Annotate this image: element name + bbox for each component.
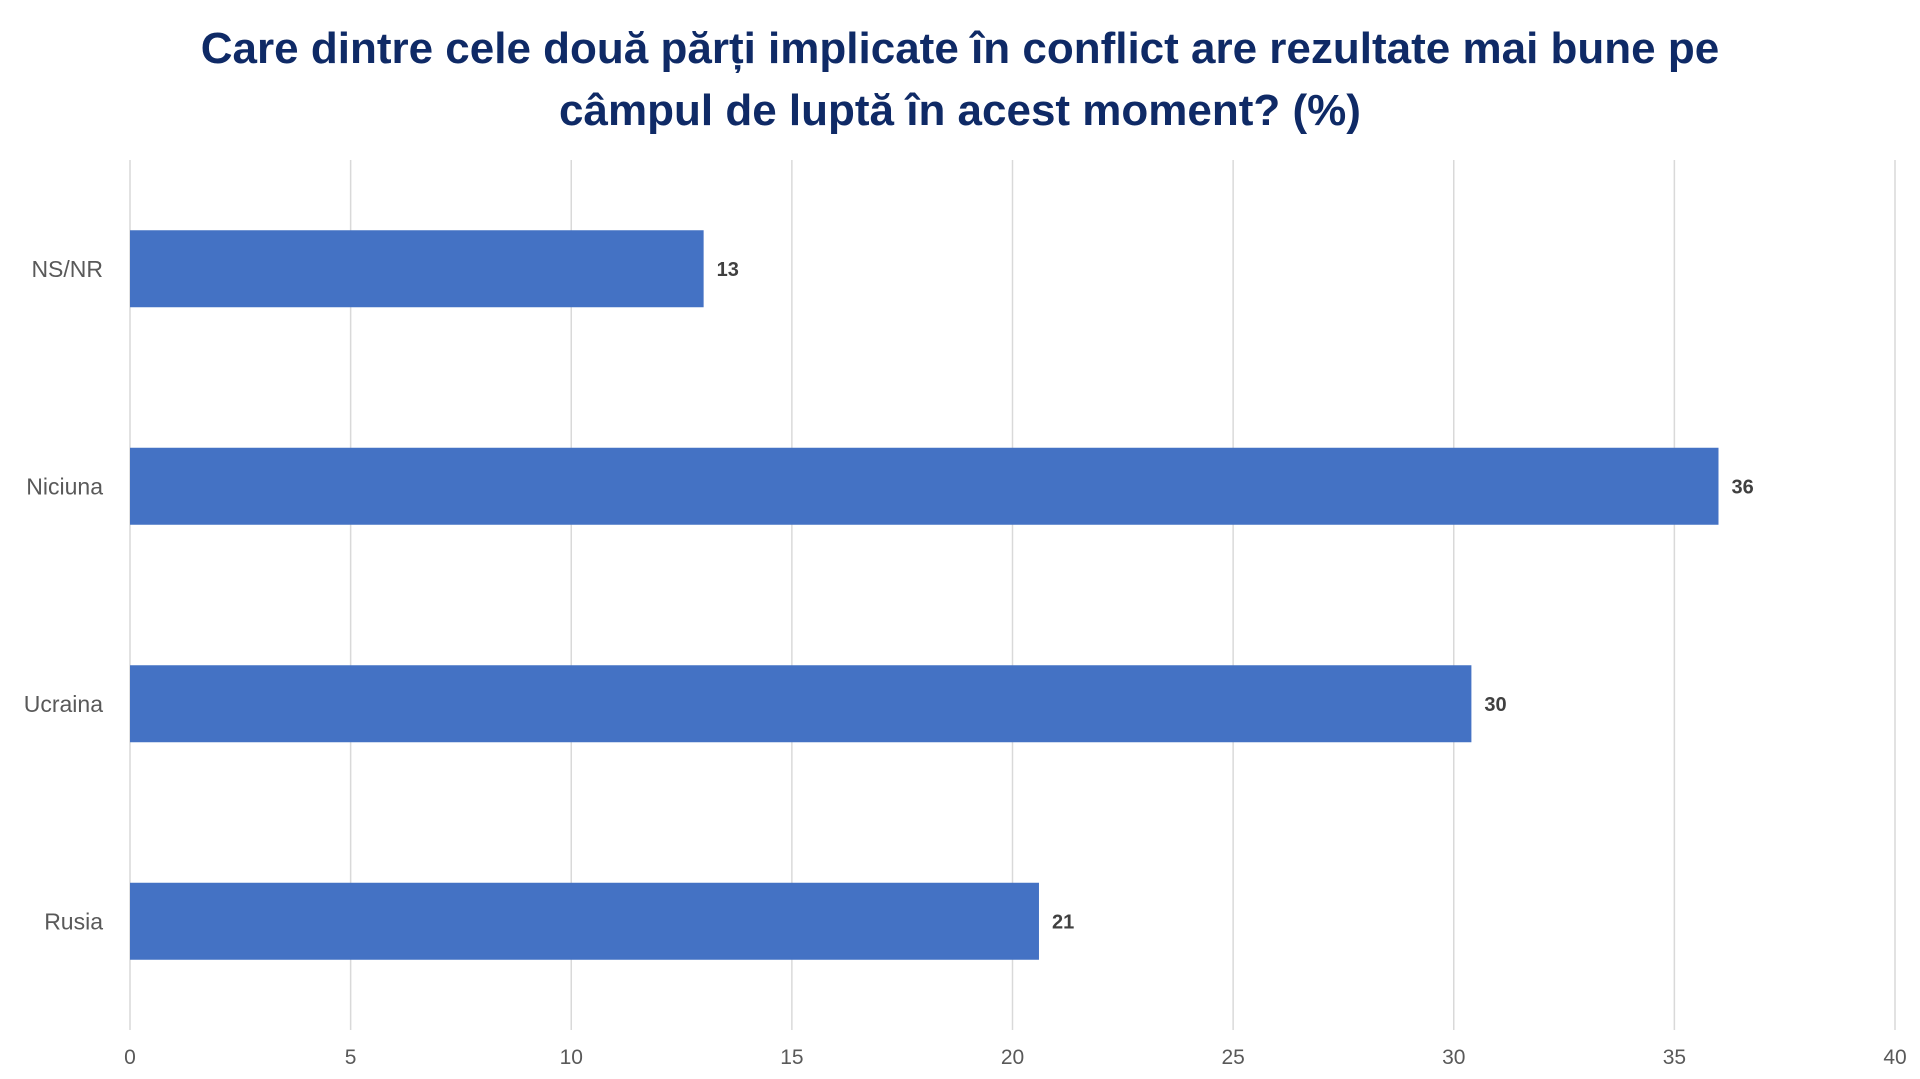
- bars: [130, 230, 1719, 960]
- x-tick-label: 15: [780, 1046, 803, 1069]
- x-tick-label: 30: [1442, 1046, 1465, 1069]
- data-label: 30: [1484, 694, 1506, 716]
- data-label: 36: [1732, 476, 1754, 498]
- x-tick-label: 40: [1883, 1046, 1906, 1069]
- data-label: 13: [717, 259, 739, 281]
- bar-niciuna: [130, 447, 1719, 525]
- x-tick-label: 25: [1221, 1046, 1244, 1069]
- chart-title-line-2: câmpul de luptă în acest moment? (%): [559, 86, 1361, 135]
- x-tick-label: 10: [560, 1046, 583, 1069]
- chart-title-line-1: Care dintre cele două părți implicate în…: [200, 24, 1720, 73]
- bar-ns-nr: [130, 230, 704, 308]
- x-tick-label: 20: [1001, 1046, 1024, 1069]
- category-label: Niciuna: [26, 473, 103, 499]
- bar-rusia: [130, 882, 1039, 960]
- category-label: Ucraina: [24, 691, 103, 717]
- category-label: NS/NR: [31, 256, 103, 282]
- x-tick-label: 35: [1663, 1046, 1686, 1069]
- data-label: 21: [1052, 911, 1074, 933]
- chart-title: Care dintre cele două părți implicate în…: [0, 18, 1920, 142]
- labels: 0 5 10 15 20 25 30 35 40 NS/NR 13 Niciuna 36 Ucraina 3…: [24, 256, 1907, 1069]
- category-label: Rusia: [44, 908, 103, 934]
- x-tick-label: 0: [124, 1046, 136, 1069]
- x-tick-label: 5: [345, 1046, 357, 1069]
- bar-ucraina: [130, 665, 1472, 743]
